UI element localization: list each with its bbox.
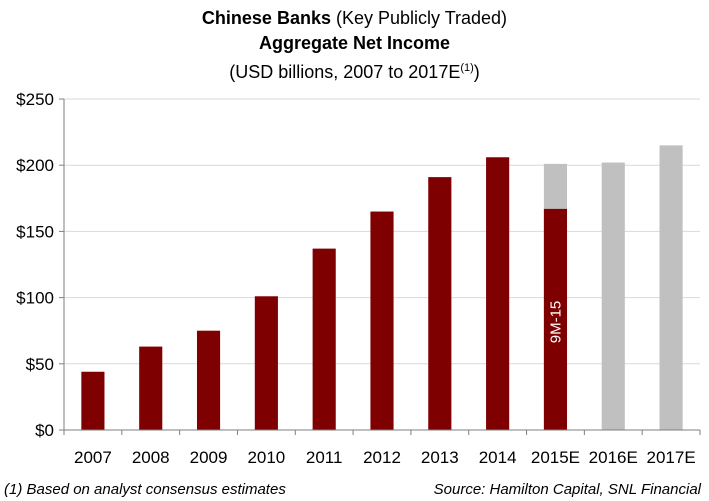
bar-2016e xyxy=(601,162,625,430)
x-tick-label: 2010 xyxy=(247,448,285,467)
bar-2011 xyxy=(312,248,336,430)
y-tick-label: $250 xyxy=(16,90,54,109)
x-tick-label: 2016E xyxy=(589,448,638,467)
y-tick-label: $200 xyxy=(16,156,54,175)
x-tick-label: 2015E xyxy=(531,448,580,467)
x-tick-label: 2012 xyxy=(363,448,401,467)
bar-annotation-label: 9M-15 xyxy=(547,301,564,344)
y-tick-label: $50 xyxy=(26,355,54,374)
bar-2008 xyxy=(139,346,163,430)
footnote-consensus: (1) Based on analyst consensus estimates xyxy=(4,481,286,498)
y-tick-label: $150 xyxy=(16,222,54,241)
y-tick-label: $0 xyxy=(35,421,54,440)
bar-2009 xyxy=(196,330,221,430)
x-tick-label: 2014 xyxy=(479,448,517,467)
bar-annotations: 9M-15 xyxy=(547,301,564,344)
bar-2007 xyxy=(81,371,105,430)
x-tick-label: 2008 xyxy=(132,448,170,467)
y-tick-labels: $0 $50 $100 $150 $200 $250 xyxy=(16,90,54,440)
bar-2012 xyxy=(370,211,394,430)
bar-2010 xyxy=(254,296,278,430)
footnote-source: Source: Hamilton Capital, SNL Financial xyxy=(433,481,701,498)
bars xyxy=(81,145,683,431)
bar-2015e xyxy=(543,208,568,430)
chart-title-block: Chinese Banks (Key Publicly Traded) Aggr… xyxy=(0,6,709,85)
x-tick-label: 2017E xyxy=(647,448,696,467)
x-tick-label: 2007 xyxy=(74,448,112,467)
axes xyxy=(59,98,701,435)
x-tick-label: 2011 xyxy=(306,448,343,467)
bar-2013 xyxy=(428,177,452,430)
x-tick-label: 2009 xyxy=(190,448,228,467)
chart-units-note: (USD billions, 2007 to 2017E(1)) xyxy=(229,62,480,82)
x-tick-label: 2013 xyxy=(421,448,459,467)
bar-2014 xyxy=(486,157,510,431)
chart-subtitle: Aggregate Net Income xyxy=(258,33,451,53)
chart-title: Chinese Banks (Key Publicly Traded) xyxy=(201,8,508,28)
bar-2017e xyxy=(659,145,683,430)
y-tick-label: $100 xyxy=(16,289,54,308)
x-tick-labels: 2007 2008 2009 2010 2011 2012 2013 2014 2015E 201… xyxy=(74,448,696,467)
